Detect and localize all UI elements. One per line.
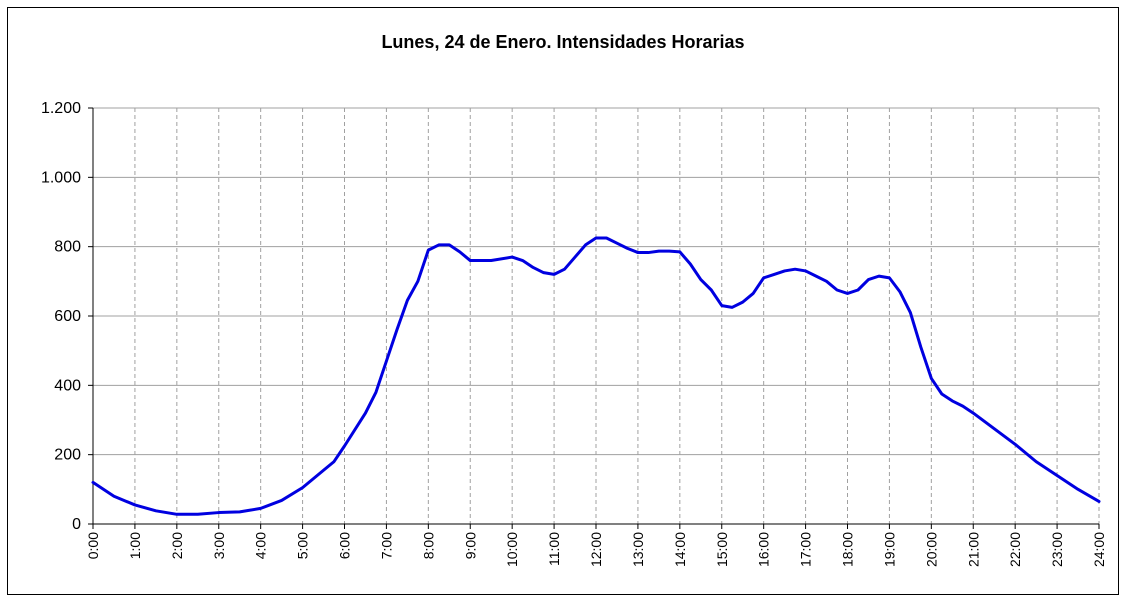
- x-tick-label: 16:00: [756, 532, 772, 567]
- x-tick-label: 8:00: [420, 532, 436, 559]
- y-tick-label: 1.000: [41, 169, 81, 186]
- x-tick-label: 2:00: [169, 532, 185, 559]
- x-tick-label: 21:00: [965, 532, 981, 567]
- x-tick-label: 22:00: [1007, 532, 1023, 567]
- x-tick-label: 14:00: [672, 532, 688, 567]
- x-tick-label: 12:00: [588, 532, 604, 567]
- x-tick-label: 3:00: [211, 532, 227, 559]
- y-tick-label: 200: [54, 447, 81, 464]
- x-tick-label: 19:00: [881, 532, 897, 567]
- x-tick-label: 5:00: [295, 532, 311, 559]
- x-tick-label: 7:00: [378, 532, 394, 559]
- x-tick-label: 13:00: [630, 532, 646, 567]
- x-tick-label: 10:00: [504, 532, 520, 567]
- x-tick-label: 4:00: [253, 532, 269, 559]
- x-tick-label: 1:00: [127, 532, 143, 559]
- y-tick-label: 400: [54, 377, 81, 394]
- x-tick-label: 23:00: [1049, 532, 1065, 567]
- y-tick-label: 0: [72, 516, 81, 533]
- x-tick-label: 11:00: [546, 532, 562, 566]
- data-line: [91, 236, 1101, 516]
- chart-border: [7, 7, 1119, 595]
- y-tick-label: 600: [54, 308, 81, 325]
- x-tick-label: 18:00: [840, 532, 856, 567]
- y-tick-label: 1.200: [41, 100, 81, 117]
- x-tick-label: 6:00: [337, 532, 353, 559]
- x-tick-label: 0:00: [85, 532, 101, 559]
- x-tick-label: 15:00: [714, 532, 730, 567]
- x-tick-label: 20:00: [923, 532, 939, 567]
- x-tick-label: 9:00: [462, 532, 478, 559]
- x-tick-label: 17:00: [798, 532, 814, 567]
- x-tick-label: 24:00: [1091, 532, 1107, 567]
- chart-title: Lunes, 24 de Enero. Intensidades Horaria…: [381, 32, 744, 52]
- y-tick-label: 800: [54, 239, 81, 256]
